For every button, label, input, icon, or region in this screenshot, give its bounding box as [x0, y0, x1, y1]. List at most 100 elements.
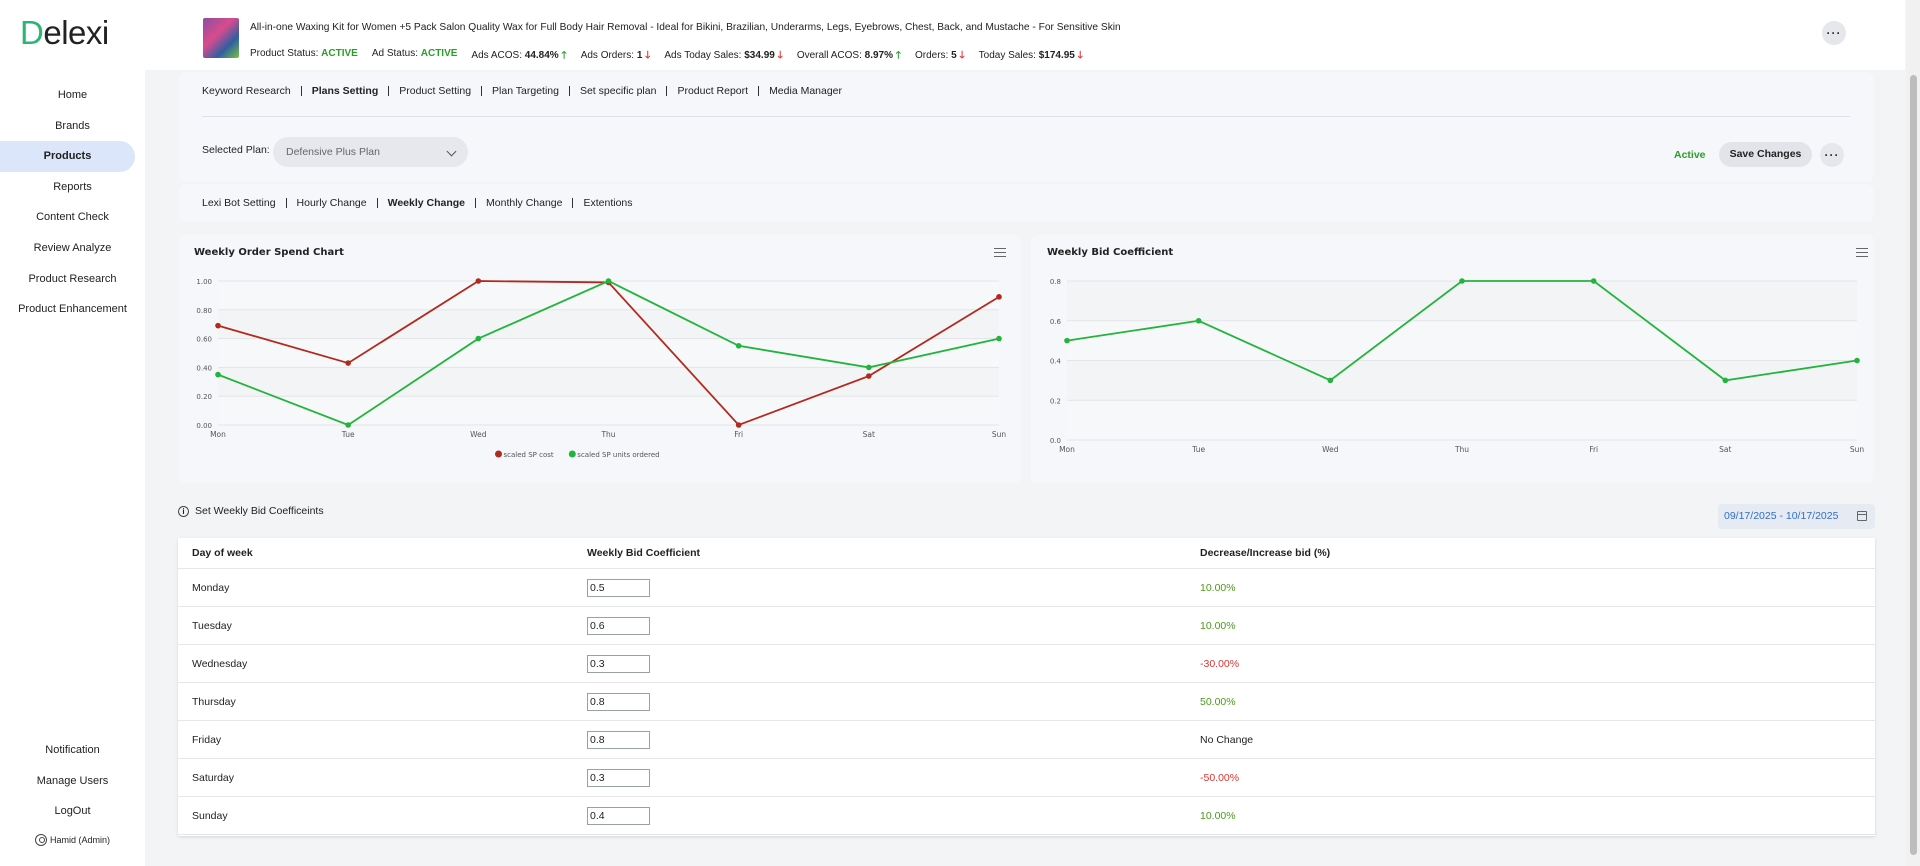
tab-media-manager[interactable]: Media Manager — [758, 86, 852, 96]
coefficient-input[interactable] — [587, 730, 650, 749]
sidebar-item-logout[interactable]: LogOut — [54, 805, 91, 818]
arrow-up-icon: 🡑 — [895, 50, 901, 61]
sidebar-item-manage-users[interactable]: Manage Users — [36, 774, 109, 787]
tab-product-report[interactable]: Product Report — [666, 86, 758, 96]
plot-band — [218, 309, 999, 339]
page-scrollbar[interactable] — [1906, 0, 1920, 866]
sidebar-item-product-research[interactable]: Product Research — [28, 272, 117, 285]
product-stats: Product Status: ACTIVE Ad Status: ACTIVE A… — [250, 48, 1083, 65]
stat-ads-acos: Ads ACOS: 44.84% 🡑 — [471, 48, 566, 65]
data-point[interactable] — [735, 422, 742, 428]
date-range-picker[interactable]: 09/17/2025 - 10/17/2025 — [1718, 504, 1875, 529]
sidebar-item-content-check[interactable]: Content Check — [36, 211, 109, 224]
weekly-order-spend-chart: 0.00 0.20 0.40 0.60 0.80 1.00 Mon Tue Wed Thu Fri S… — [196, 278, 1006, 459]
x-tick-label: Thu — [600, 430, 615, 439]
tab-product-setting[interactable]: Product Setting — [388, 86, 481, 96]
sidebar-item-review-analyze[interactable]: Review Analyze — [33, 241, 112, 254]
y-tick-label: 0.2 — [1050, 397, 1061, 405]
stat-ads-today-sales: Ads Today Sales: $34.99 🡓 — [664, 48, 782, 65]
tab-plans-setting[interactable]: Plans Setting — [300, 86, 389, 96]
plot-band — [218, 396, 999, 425]
main-tabs: Keyword Research Plans Setting Product Set… — [202, 85, 852, 97]
data-point[interactable] — [605, 278, 612, 284]
y-tick-label: 1.00 — [196, 278, 212, 286]
column-header-coefficient: Weekly Bid Coefficient — [587, 547, 700, 559]
change-cell: 10.00% — [1200, 581, 1236, 594]
data-point[interactable] — [1854, 357, 1860, 364]
data-point[interactable] — [996, 335, 1002, 342]
coefficient-input[interactable] — [587, 768, 650, 787]
data-point[interactable] — [735, 343, 742, 349]
data-point[interactable] — [475, 278, 482, 284]
table-row: Sunday 10.00% — [178, 797, 1875, 835]
stat-label: Ads Today Sales: — [664, 50, 742, 61]
coefficient-input[interactable] — [587, 806, 650, 825]
change-cell: 10.00% — [1200, 809, 1236, 822]
coefficient-input[interactable] — [587, 692, 650, 711]
data-point[interactable] — [1064, 337, 1070, 344]
sidebar-item-brands[interactable]: Brands — [55, 119, 90, 132]
data-point[interactable] — [1722, 377, 1729, 384]
sidebar-item-reports[interactable]: Reports — [53, 180, 92, 193]
legend-marker[interactable] — [568, 450, 576, 458]
data-point[interactable] — [475, 335, 482, 342]
app-logo[interactable]: Delexi — [20, 14, 109, 51]
plan-select[interactable]: Defensive Plus Plan — [273, 137, 468, 167]
sidebar-item-products[interactable]: Products — [0, 141, 135, 172]
legend-marker[interactable] — [495, 450, 502, 458]
data-point[interactable] — [866, 373, 872, 379]
scrollbar-thumb[interactable] — [1910, 75, 1917, 855]
day-cell: Wednesday — [192, 657, 248, 670]
plan-status: Active — [1674, 149, 1706, 161]
data-point[interactable] — [996, 294, 1002, 300]
subtab-extentions[interactable]: Extentions — [572, 198, 642, 208]
subtab-hourly-change[interactable]: Hourly Change — [285, 198, 377, 208]
subtab-lexi-bot-setting[interactable]: Lexi Bot Setting — [202, 197, 276, 209]
product-thumbnail[interactable] — [203, 18, 239, 58]
coefficient-input[interactable] — [587, 578, 650, 597]
data-point[interactable] — [866, 364, 872, 371]
chart-menu-icon[interactable] — [994, 248, 1006, 257]
tab-plan-targeting[interactable]: Plan Targeting — [481, 86, 569, 96]
stat-label: Product Status: — [250, 48, 319, 59]
data-point[interactable] — [1590, 278, 1597, 284]
tab-set-specific-plan[interactable]: Set specific plan — [568, 86, 666, 96]
stat-product-status: Product Status: ACTIVE — [250, 48, 358, 65]
legend-label[interactable]: scaled SP units ordered — [577, 451, 659, 459]
info-icon: i — [178, 505, 189, 517]
data-point[interactable] — [1459, 278, 1465, 284]
coefficient-input[interactable] — [587, 654, 650, 673]
data-point[interactable] — [345, 360, 351, 366]
header-more-button[interactable]: ··· — [1822, 21, 1846, 45]
change-cell: 10.00% — [1200, 619, 1236, 632]
stat-label: Ads ACOS: — [471, 50, 522, 61]
y-tick-label: 0.00 — [196, 422, 212, 430]
coefficient-input[interactable] — [587, 616, 650, 635]
save-changes-button[interactable]: Save Changes — [1719, 142, 1812, 167]
data-point[interactable] — [1327, 377, 1334, 384]
plot-band — [1067, 400, 1857, 440]
data-point[interactable] — [215, 371, 221, 378]
weekly-section-header: i Set Weekly Bid Coefficeints — [178, 505, 324, 517]
product-title: All-in-one Waxing Kit for Women +5 Pack … — [250, 22, 1121, 33]
user-profile[interactable]: Hamid (Admin) — [0, 827, 145, 853]
chart-menu-icon[interactable] — [1856, 248, 1868, 257]
sidebar-item-product-enhancement[interactable]: Product Enhancement — [18, 303, 127, 316]
subtab-weekly-change[interactable]: Weekly Change — [376, 198, 475, 208]
day-cell: Monday — [192, 581, 230, 594]
stat-value: 8.97% — [864, 50, 893, 61]
data-point[interactable] — [345, 422, 351, 428]
data-point[interactable] — [215, 322, 221, 329]
legend-label[interactable]: scaled SP cost — [504, 451, 554, 459]
stat-overall-acos: Overall ACOS: 8.97% 🡑 — [797, 48, 901, 65]
sidebar-item-home[interactable]: Home — [57, 89, 88, 101]
tab-keyword-research[interactable]: Keyword Research — [202, 85, 291, 97]
sidebar-item-notification[interactable]: Notification — [45, 744, 100, 756]
stat-label: Orders: — [914, 50, 949, 61]
plan-more-button[interactable]: ··· — [1820, 143, 1844, 167]
subtab-monthly-change[interactable]: Monthly Change — [475, 198, 572, 208]
data-point[interactable] — [1195, 317, 1202, 324]
arrow-down-icon: 🡓 — [777, 50, 783, 61]
table-row: Monday 10.00% — [178, 569, 1875, 607]
change-cell: 50.00% — [1200, 695, 1236, 708]
